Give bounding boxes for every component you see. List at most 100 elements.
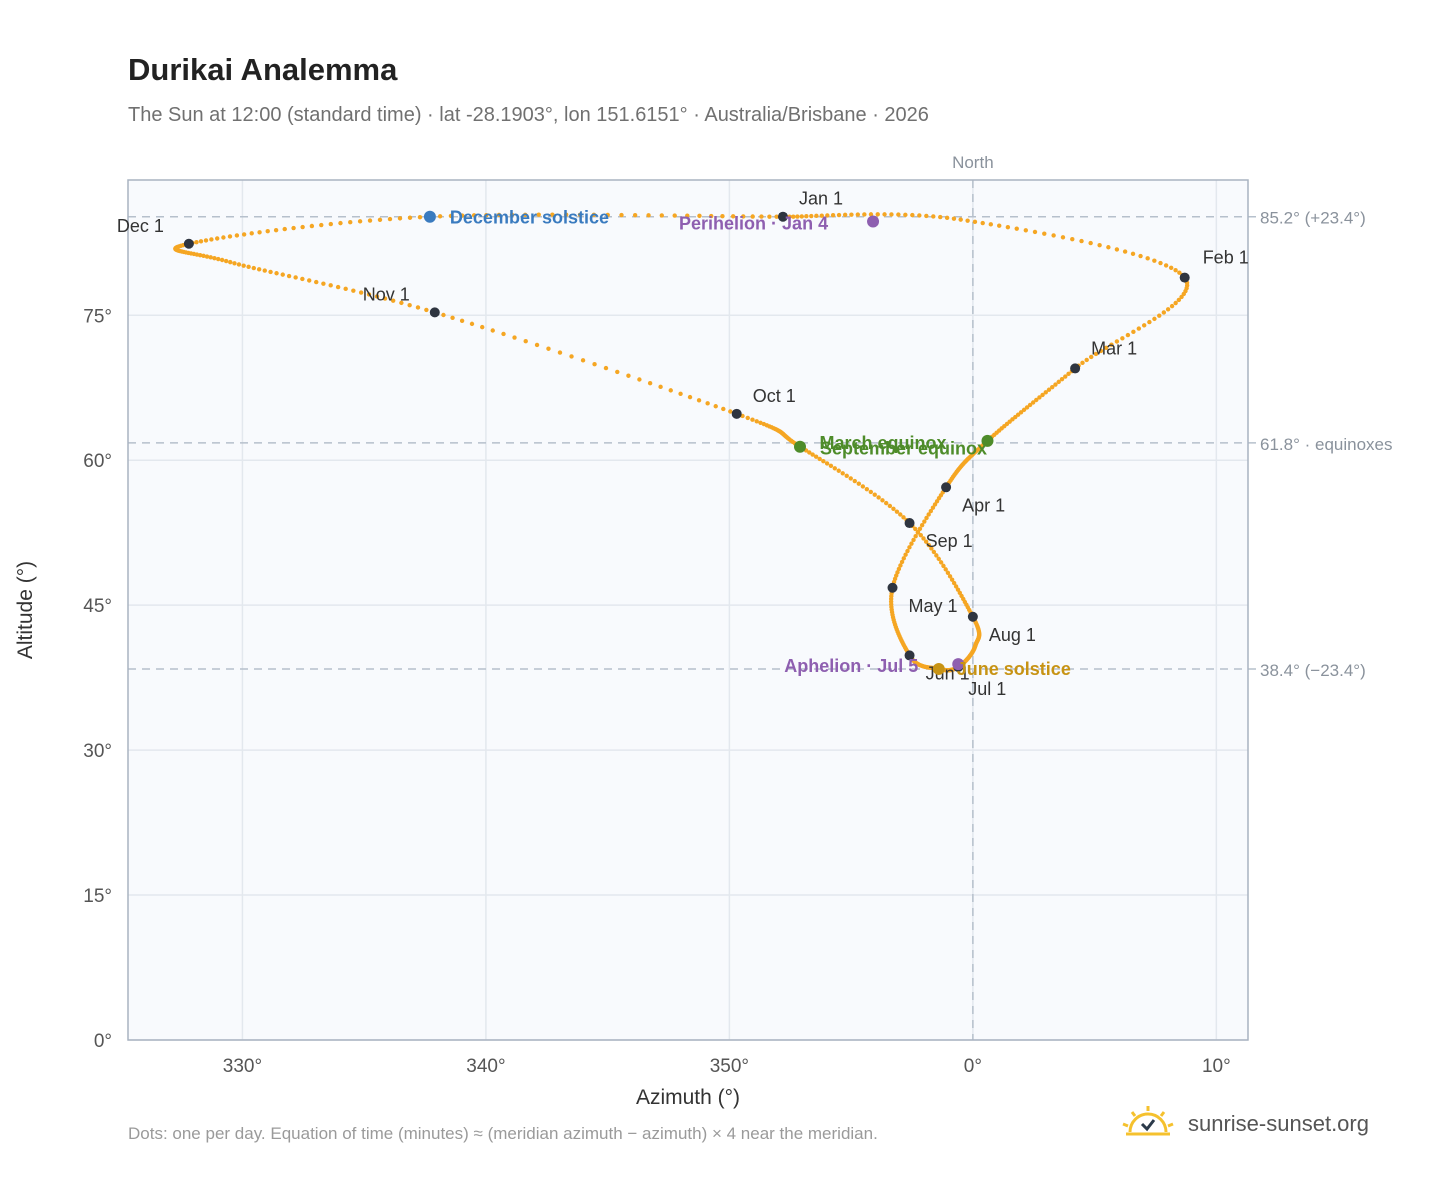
daily-dot	[825, 213, 830, 218]
daily-dot	[901, 515, 906, 520]
daily-dot	[580, 358, 586, 363]
reference-line-label: 61.8° · equinoxes	[1260, 435, 1393, 454]
daily-dot	[397, 216, 403, 221]
daily-dot	[931, 214, 936, 219]
plot-frame	[127, 179, 1249, 1041]
brand-name: sunrise-sunset.org	[1188, 1111, 1369, 1136]
daily-dot	[791, 214, 796, 219]
daily-dot	[807, 450, 812, 455]
daily-dot	[917, 213, 922, 218]
daily-dot	[1060, 235, 1066, 240]
daily-dot	[1053, 382, 1058, 387]
daily-dot	[713, 404, 718, 409]
daily-dot	[795, 214, 800, 219]
daily-dot	[832, 466, 838, 471]
daily-dot	[437, 214, 443, 219]
daily-dot	[605, 212, 610, 218]
y-axis-title: Altitude (°)	[14, 561, 37, 659]
daily-dot	[286, 273, 292, 279]
daily-dot	[415, 305, 421, 310]
daily-dot	[951, 216, 957, 221]
daily-dot	[696, 398, 702, 403]
daily-dot	[918, 532, 923, 538]
month-point	[904, 650, 915, 661]
daily-dot	[872, 492, 877, 497]
daily-dot	[1163, 263, 1169, 268]
daily-dot	[557, 350, 563, 355]
daily-dot	[534, 342, 540, 348]
daily-dot	[382, 296, 388, 301]
daily-dot	[828, 463, 834, 469]
daily-dot	[924, 213, 929, 219]
daily-dot	[932, 502, 938, 507]
daily-dot	[824, 461, 830, 466]
daily-dot	[632, 212, 638, 218]
daily-dot	[1059, 377, 1065, 382]
daily-dot	[759, 214, 764, 219]
daily-dot	[460, 213, 465, 218]
daily-dot	[745, 415, 750, 421]
month-label: Nov 1	[363, 284, 410, 304]
daily-dot	[919, 522, 925, 528]
daily-dot	[848, 476, 853, 481]
daily-dot	[1056, 379, 1061, 385]
daily-dot	[577, 212, 583, 217]
month-point	[429, 307, 440, 318]
event-point	[423, 210, 436, 223]
daily-dot	[1152, 258, 1157, 263]
daily-dot	[787, 214, 792, 219]
daily-dot	[1158, 260, 1163, 266]
daily-dot	[314, 279, 319, 285]
event-label: Perihelion · Jan 4	[679, 214, 828, 234]
daily-dot	[1066, 371, 1071, 377]
daily-dot	[300, 276, 305, 282]
daily-dot	[1089, 354, 1094, 360]
daily-dot	[1014, 226, 1019, 231]
north-label: North	[952, 153, 994, 172]
month-label: Jul 1	[968, 679, 1006, 699]
daily-dot	[1079, 238, 1084, 244]
daily-dot	[923, 539, 929, 544]
daily-dot	[215, 236, 220, 241]
daily-dot	[496, 212, 502, 218]
daily-dot	[840, 471, 845, 476]
month-label: Feb 1	[1203, 248, 1249, 268]
daily-dot	[223, 258, 229, 264]
daily-dot	[216, 256, 221, 262]
daily-dot	[307, 278, 312, 283]
brand[interactable]: sunrise-sunset.org	[1120, 1102, 1390, 1146]
sun-logo-icon	[1120, 1104, 1176, 1145]
month-label: Aug 1	[989, 625, 1036, 645]
daily-dot	[868, 212, 874, 217]
daily-dot	[1051, 233, 1056, 238]
month-point	[941, 482, 952, 493]
daily-dot	[469, 321, 475, 327]
daily-dot	[685, 213, 690, 218]
daily-dot	[949, 577, 955, 582]
daily-dot	[484, 212, 489, 218]
daily-dot	[241, 263, 246, 268]
daily-dot	[357, 219, 363, 224]
daily-dot	[862, 212, 867, 217]
daily-dot	[922, 519, 927, 524]
footnote: Dots: one per day. Equation of time (min…	[128, 1124, 878, 1143]
daily-dot	[1157, 313, 1162, 318]
daily-dot	[913, 533, 918, 539]
daily-dot	[1093, 351, 1099, 357]
daily-dot	[958, 217, 963, 222]
daily-dot	[509, 212, 515, 218]
daily-dot	[1125, 332, 1131, 338]
daily-dot	[1168, 265, 1174, 270]
month-point	[1179, 272, 1190, 283]
daily-dot	[321, 281, 326, 286]
daily-dot	[523, 212, 528, 217]
month-label: Dec 1	[117, 216, 164, 236]
daily-dot	[471, 213, 477, 218]
month-label: Mar 1	[1091, 338, 1137, 358]
daily-dot	[387, 216, 393, 222]
north-line: North	[952, 153, 994, 1040]
daily-dot	[730, 214, 736, 219]
daily-dot	[637, 377, 642, 382]
daily-dot	[804, 214, 809, 219]
daily-dot	[390, 298, 396, 303]
